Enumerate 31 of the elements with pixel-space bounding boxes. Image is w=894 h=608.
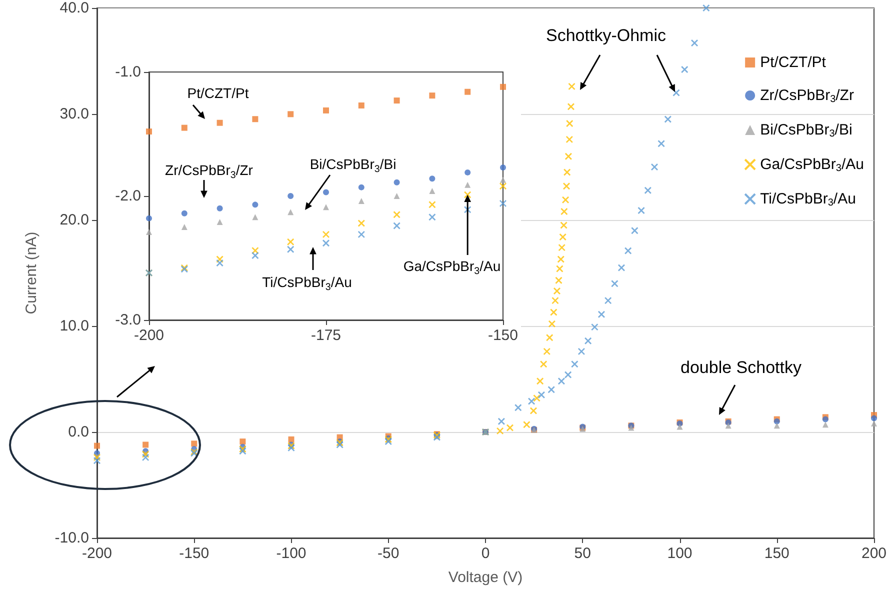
x-tick-label: -100 (276, 545, 306, 562)
y-tick-label: 0.0 (68, 424, 89, 440)
y-tick-label: -10.0 (54, 530, 89, 546)
y-tick-label: -3.0 (115, 312, 141, 328)
y-tick-label: -1.0 (115, 64, 141, 80)
x-tick-label: 100 (667, 545, 692, 562)
annotation: Schottky-Ohmic (546, 26, 666, 44)
y-tick-label: 30.0 (60, 106, 89, 122)
annotation: Ti/CsPbBr$_{3}$/Au (262, 274, 352, 293)
y-axis-title: Current (nA) (23, 232, 40, 314)
x-tick-label: -200 (82, 545, 112, 562)
legend-label: Pt/CZT/Pt (760, 54, 827, 71)
x-tick-label: 150 (764, 545, 790, 562)
x-tick-label: -150 (488, 327, 518, 344)
y-tick-label: 40.0 (60, 0, 89, 16)
y-tick-label: 10.0 (60, 318, 89, 334)
x-tick-label: -200 (134, 327, 164, 344)
x-tick-label: 0 (481, 545, 490, 562)
x-tick-label: 50 (574, 545, 591, 562)
y-tick-label: -2.0 (115, 188, 141, 204)
x-tick-label: 200 (861, 545, 887, 562)
x-axis-title: Voltage (V) (448, 569, 523, 586)
x-tick-label: -175 (310, 327, 342, 344)
annotation: Zr/CsPbBr$_{3}$/Zr (165, 162, 254, 181)
x-tick-label: -50 (378, 545, 400, 562)
annotation: Ga/CsPbBr$_{3}$/Au (403, 258, 501, 277)
y-tick-label: 20.0 (60, 212, 89, 228)
annotation: double Schottky (680, 358, 802, 376)
annotation: Bi/CsPbBr$_{3}$/Bi (310, 156, 396, 175)
x-tick-label: -150 (179, 545, 210, 562)
annotation: Pt/CZT/Pt (187, 85, 249, 101)
